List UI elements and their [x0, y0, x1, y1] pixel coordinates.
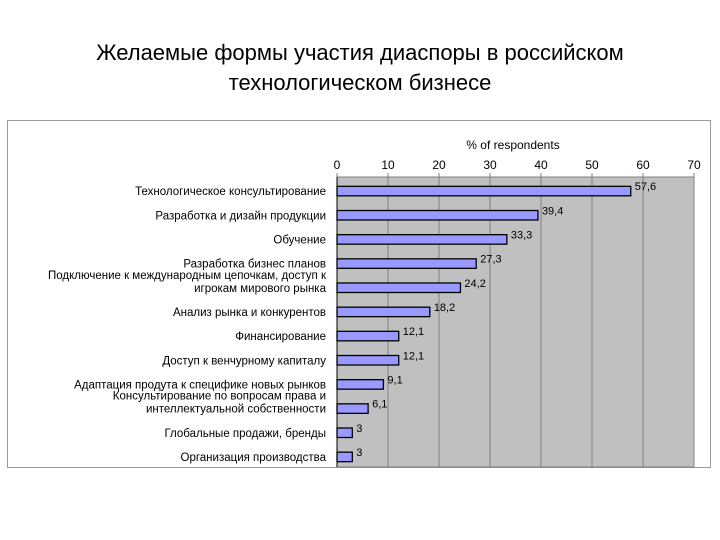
slide-title-line-2: технологическом бизнесе	[228, 70, 492, 95]
slide-title-line-1: Желаемые формы участия диаспоры в россий…	[96, 40, 624, 65]
x-tick-label: 70	[687, 158, 701, 172]
bar	[336, 451, 353, 463]
category-label: Подключение к международным цепочкам, до…	[48, 270, 327, 282]
category-label: Адаптация продута к специфике новых рынк…	[74, 379, 326, 391]
category-label: Технологическое консультирование	[135, 186, 326, 198]
category-label: Консультирование по вопросам права и	[113, 391, 326, 403]
bar	[336, 209, 539, 221]
category-label: Финансирование	[235, 331, 326, 343]
bar	[336, 282, 462, 294]
x-tick-label: 60	[636, 158, 650, 172]
slide-title: Желаемые формы участия диаспоры в россий…	[0, 38, 720, 98]
data-label: 9,1	[387, 374, 402, 386]
bar	[336, 379, 385, 390]
x-tick-label: 50	[585, 158, 599, 172]
category-label: Глобальные продажи, бренды	[164, 428, 326, 440]
bar	[336, 306, 431, 318]
category-label: Анализ рынка и конкурентов	[173, 307, 326, 319]
category-label: Организация производства	[181, 452, 327, 464]
category-label: Разработка бизнес планов	[183, 259, 326, 271]
category-label: интеллектуальной собственности	[146, 404, 326, 416]
data-label: 12,1	[403, 326, 424, 338]
data-label: 18,2	[434, 302, 455, 314]
chart-title: % of respondents	[466, 138, 559, 152]
bar	[336, 185, 632, 197]
bar	[336, 234, 508, 245]
bar	[336, 354, 400, 366]
bar	[336, 403, 369, 414]
data-label: 27,3	[480, 254, 501, 266]
data-label: 57,6	[635, 181, 656, 193]
category-label: Разработка и дизайн продукции	[155, 210, 326, 222]
x-tick-label: 10	[381, 158, 395, 172]
x-tick-label: 0	[334, 158, 341, 172]
bar	[336, 330, 400, 342]
plot-area	[336, 176, 695, 468]
data-label: 3	[356, 447, 362, 459]
bar	[336, 427, 353, 439]
data-label: 39,4	[542, 205, 563, 217]
data-label: 24,2	[464, 278, 485, 290]
data-label: 12,1	[403, 350, 424, 362]
category-label: Обучение	[273, 234, 326, 246]
category-label: Доступ к венчурному капиталу	[162, 355, 326, 367]
bar	[336, 258, 477, 269]
x-tick-label: 20	[432, 158, 446, 172]
data-label: 33,3	[511, 229, 532, 241]
data-label: 3	[356, 423, 362, 435]
data-label: 6,1	[372, 399, 387, 411]
x-tick-label: 30	[483, 158, 497, 172]
x-tick-label: 40	[534, 158, 548, 172]
category-label: игрокам мирового рынка	[194, 283, 327, 295]
